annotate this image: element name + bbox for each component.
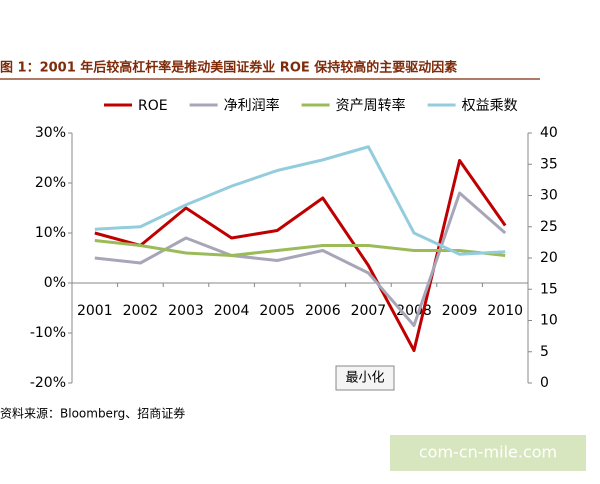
x-tick-label: 2003 (168, 303, 204, 319)
legend-label: 净利润率 (224, 97, 280, 114)
y2-tick-label: 35 (540, 156, 558, 172)
y2-tick-label: 25 (540, 219, 558, 235)
minimize-button[interactable] (335, 365, 395, 391)
x-tick-label: 2006 (305, 303, 341, 319)
source: 资料来源：Bloomberg、招商证券 (0, 406, 185, 421)
y2-tick-label: 15 (540, 281, 558, 297)
series-line (94, 239, 506, 257)
x-tick-label: 2010 (487, 303, 523, 319)
y2-tick-label: 30 (540, 188, 558, 204)
chart-title: 图 1：2001 年后较高杠杆率是推动美国证券业 ROE 保持较高的主要驱动因素 (0, 60, 457, 76)
legend-label: ROE (138, 98, 168, 114)
x-tick-label: 2009 (442, 303, 478, 319)
y-tick-label: 20% (35, 175, 66, 191)
y2-tick-label: 40 (540, 125, 558, 141)
y2-tick-label: 0 (540, 375, 549, 391)
button-label[interactable]: 最小化 (345, 371, 384, 386)
series-line (94, 145, 506, 256)
y-tick-label: -20% (30, 375, 66, 391)
x-tick-label: 2005 (259, 303, 295, 319)
y2-tick-label: 10 (540, 313, 558, 329)
y2-tick-label: 20 (540, 250, 558, 266)
x-tick-label: 2004 (214, 303, 250, 319)
legend-label: 权益乘数 (462, 98, 518, 114)
legend-label: 资产周转率 (336, 97, 406, 114)
watermark: com-cn-mile.com (419, 443, 557, 462)
watermark-box (390, 435, 586, 471)
y-tick-label: -10% (30, 325, 66, 341)
y-tick-label: 0% (44, 275, 66, 291)
x-tick-label: 2002 (123, 303, 159, 319)
y2-tick-label: 5 (540, 344, 549, 360)
y-tick-label: 10% (35, 225, 66, 241)
x-tick-label: 2001 (77, 303, 113, 319)
x-tick-label: 2007 (351, 303, 387, 319)
y-tick-label: 30% (35, 125, 66, 141)
